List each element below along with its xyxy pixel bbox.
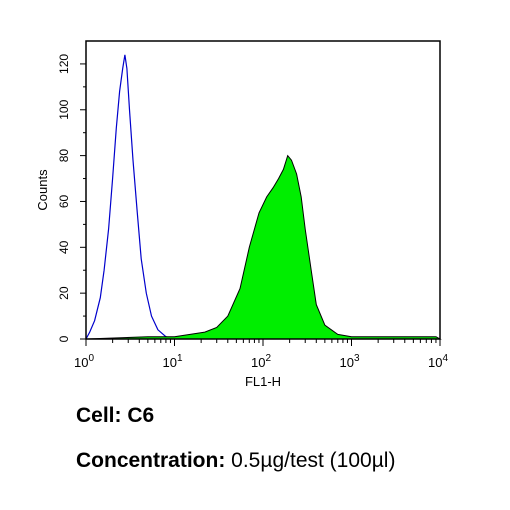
concentration-label: Concentration: <box>76 449 226 472</box>
cell-label: Cell: <box>76 404 122 427</box>
y-tick-label: 20 <box>57 286 71 300</box>
y-tick-label: 40 <box>57 240 71 254</box>
y-axis-label: Counts <box>35 169 50 211</box>
histogram-chart: 100 101 102 103 104 0 20 40 60 80 100 120 FL1-H Co… <box>35 40 448 389</box>
x-tick-label: 103 <box>339 353 359 370</box>
y-tick-label: 100 <box>57 99 71 119</box>
plot-area <box>85 54 442 340</box>
x-tick-label: 100 <box>74 353 94 370</box>
y-tick-label: 60 <box>57 194 71 208</box>
x-axis-label: FL1-H <box>245 374 281 389</box>
series-1-area <box>85 154 442 340</box>
cell-caption: Cell: C6 <box>76 404 154 428</box>
y-tick-label: 0 <box>57 335 71 342</box>
x-axis: 100 101 102 103 104 <box>74 339 448 370</box>
concentration-value: 0.5µg/test (100µl) <box>231 449 396 472</box>
y-tick-label: 80 <box>57 149 71 163</box>
concentration-caption: Concentration: 0.5µg/test (100µl) <box>76 449 395 473</box>
y-axis: 0 20 40 60 80 100 120 <box>57 54 86 342</box>
x-tick-label: 101 <box>162 353 182 370</box>
y-tick-label: 120 <box>57 54 71 74</box>
series-0-line <box>85 54 175 340</box>
x-tick-label: 104 <box>428 353 448 370</box>
cell-value: C6 <box>127 404 155 427</box>
x-tick-label: 102 <box>251 353 271 370</box>
